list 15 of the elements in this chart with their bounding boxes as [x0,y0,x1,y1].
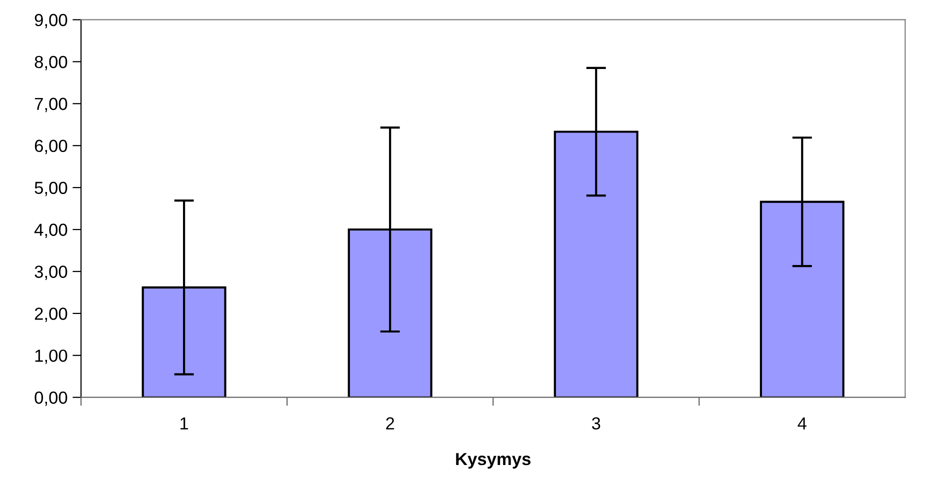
y-tick-label: 5,00 [34,182,68,196]
y-tick-label: 6,00 [34,140,68,154]
y-tick-label: 0,00 [34,392,68,406]
x-tick-label: 2 [386,417,394,430]
y-tick-label: 2,00 [34,308,68,322]
y-tick-label: 7,00 [34,98,68,112]
y-tick-label: 4,00 [34,224,68,238]
y-tick-label: 9,00 [34,14,68,28]
x-axis-title: Kysymys [456,453,531,469]
y-tick-label: 1,00 [35,350,68,364]
y-tick-label: 3,00 [34,266,68,280]
y-tick-label: 8,00 [34,56,68,70]
x-tick-label: 4 [798,417,806,430]
x-tick-label: 3 [592,417,600,430]
x-tick-label: 1 [180,417,188,430]
